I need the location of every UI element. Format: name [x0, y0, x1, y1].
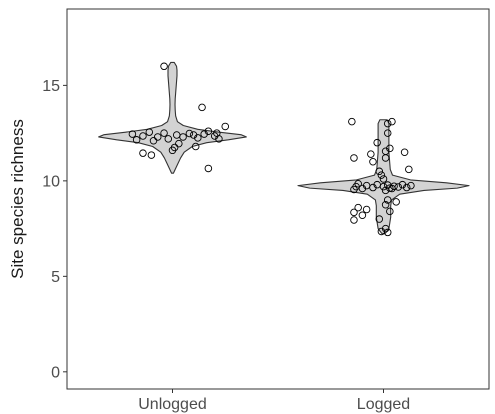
y-tick-label: 5: [51, 269, 60, 286]
data-point: [350, 185, 358, 194]
data-point: [153, 133, 162, 141]
data-point: [128, 130, 137, 138]
data-point: [375, 215, 384, 223]
data-point: [386, 207, 394, 216]
data-point: [402, 183, 411, 192]
data-point: [215, 135, 223, 143]
data-point: [354, 203, 362, 212]
data-point: [383, 129, 392, 137]
plot-panel: [66, 8, 490, 390]
data-point: [350, 154, 358, 162]
x-tick-label: Unlogged: [138, 396, 207, 413]
data-point: [383, 119, 392, 128]
data-point: [348, 117, 356, 126]
data-point: [379, 175, 388, 183]
violins: [98, 61, 470, 234]
data-point: [373, 138, 381, 147]
data-point: [164, 135, 173, 143]
data-point: [381, 200, 390, 209]
data-point: [194, 134, 202, 142]
data-point: [362, 205, 371, 214]
data-point: [390, 182, 398, 190]
data-point: [369, 183, 377, 192]
data-point: [407, 181, 415, 190]
data-point: [168, 146, 177, 155]
data-point: [358, 211, 367, 219]
violin-unlogged: [98, 61, 247, 174]
data-point: [381, 154, 390, 162]
data-point: [147, 151, 156, 159]
x-tick-label: Logged: [357, 396, 410, 413]
data-point: [369, 158, 377, 166]
data-point: [221, 122, 229, 131]
data-points: [128, 62, 415, 237]
data-point: [392, 198, 400, 206]
data-point: [204, 164, 213, 173]
data-point: [139, 149, 147, 157]
y-tick-label: 0: [51, 364, 60, 381]
data-point: [185, 129, 194, 138]
data-point: [383, 228, 392, 237]
data-point: [375, 167, 384, 176]
data-point: [132, 136, 141, 144]
violin-logged: [297, 119, 470, 234]
data-point: [145, 128, 154, 136]
data-point: [377, 171, 386, 179]
x-axis: Unlogged Logged: [138, 389, 410, 413]
data-point: [388, 117, 396, 126]
y-axis-title: Site species richness: [8, 119, 27, 279]
data-point: [139, 132, 147, 140]
data-point: [179, 133, 187, 141]
data-point: [358, 184, 367, 193]
data-point: [160, 62, 168, 71]
y-axis: 0 5 10 15: [42, 78, 67, 381]
data-point: [175, 139, 183, 148]
data-point: [350, 216, 358, 224]
data-point: [383, 196, 392, 204]
y-tick-label: 15: [42, 78, 60, 95]
data-point: [149, 137, 158, 145]
y-tick-label: 10: [42, 173, 60, 190]
data-point: [200, 130, 208, 138]
data-point: [381, 186, 390, 195]
data-point: [350, 208, 358, 217]
data-point: [198, 103, 206, 112]
data-point: [191, 142, 200, 151]
data-point: [400, 148, 409, 156]
data-point: [160, 129, 168, 137]
data-point: [405, 165, 413, 174]
data-point: [367, 150, 375, 158]
